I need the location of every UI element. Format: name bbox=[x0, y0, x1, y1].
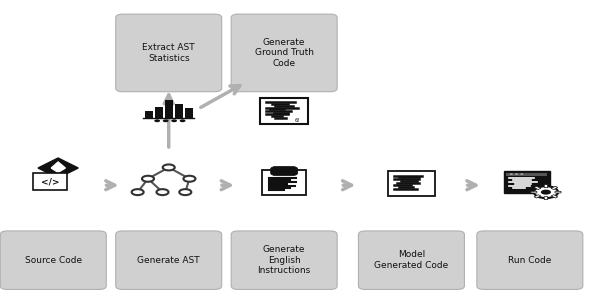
Bar bbox=[155, 107, 163, 118]
FancyBboxPatch shape bbox=[231, 14, 337, 92]
Circle shape bbox=[142, 176, 154, 182]
Circle shape bbox=[541, 190, 551, 195]
FancyBboxPatch shape bbox=[260, 98, 308, 124]
Text: Extract AST
Statistics: Extract AST Statistics bbox=[143, 43, 195, 63]
Polygon shape bbox=[551, 195, 558, 198]
FancyBboxPatch shape bbox=[115, 231, 221, 289]
Polygon shape bbox=[551, 186, 558, 190]
Polygon shape bbox=[555, 191, 561, 193]
FancyBboxPatch shape bbox=[477, 231, 583, 289]
FancyBboxPatch shape bbox=[262, 170, 307, 195]
Polygon shape bbox=[531, 191, 537, 193]
Bar bbox=[165, 100, 173, 118]
Circle shape bbox=[163, 119, 169, 122]
Text: Generate
Ground Truth
Code: Generate Ground Truth Code bbox=[255, 38, 314, 68]
Circle shape bbox=[131, 189, 144, 195]
Bar bbox=[145, 111, 153, 118]
Text: Generate AST: Generate AST bbox=[137, 256, 200, 265]
Circle shape bbox=[534, 186, 558, 198]
Text: Run Code: Run Code bbox=[508, 256, 552, 265]
Text: 6!: 6! bbox=[295, 118, 301, 123]
Polygon shape bbox=[52, 162, 65, 172]
Text: Model
Generated Code: Model Generated Code bbox=[374, 250, 449, 270]
Circle shape bbox=[510, 173, 513, 175]
Polygon shape bbox=[534, 195, 541, 198]
FancyBboxPatch shape bbox=[231, 231, 337, 289]
Circle shape bbox=[156, 189, 169, 195]
Circle shape bbox=[179, 189, 191, 195]
FancyBboxPatch shape bbox=[115, 14, 221, 92]
Text: Generate
English
Instructions: Generate English Instructions bbox=[258, 245, 311, 275]
Circle shape bbox=[515, 173, 518, 175]
Bar bbox=[175, 104, 182, 118]
Circle shape bbox=[520, 173, 523, 175]
FancyBboxPatch shape bbox=[33, 173, 67, 190]
FancyBboxPatch shape bbox=[271, 166, 298, 176]
Text: Source Code: Source Code bbox=[25, 256, 82, 265]
Text: </>: </> bbox=[41, 177, 59, 186]
FancyBboxPatch shape bbox=[0, 231, 107, 289]
Bar bbox=[507, 173, 547, 176]
Circle shape bbox=[180, 119, 185, 122]
Circle shape bbox=[184, 176, 195, 182]
Circle shape bbox=[163, 164, 175, 171]
Polygon shape bbox=[38, 158, 78, 178]
FancyBboxPatch shape bbox=[388, 171, 435, 196]
FancyBboxPatch shape bbox=[504, 171, 550, 193]
Polygon shape bbox=[534, 186, 541, 190]
Polygon shape bbox=[544, 185, 548, 188]
Bar bbox=[185, 108, 192, 118]
Circle shape bbox=[171, 119, 177, 122]
Circle shape bbox=[155, 119, 160, 122]
Polygon shape bbox=[544, 197, 548, 200]
FancyBboxPatch shape bbox=[358, 231, 464, 289]
